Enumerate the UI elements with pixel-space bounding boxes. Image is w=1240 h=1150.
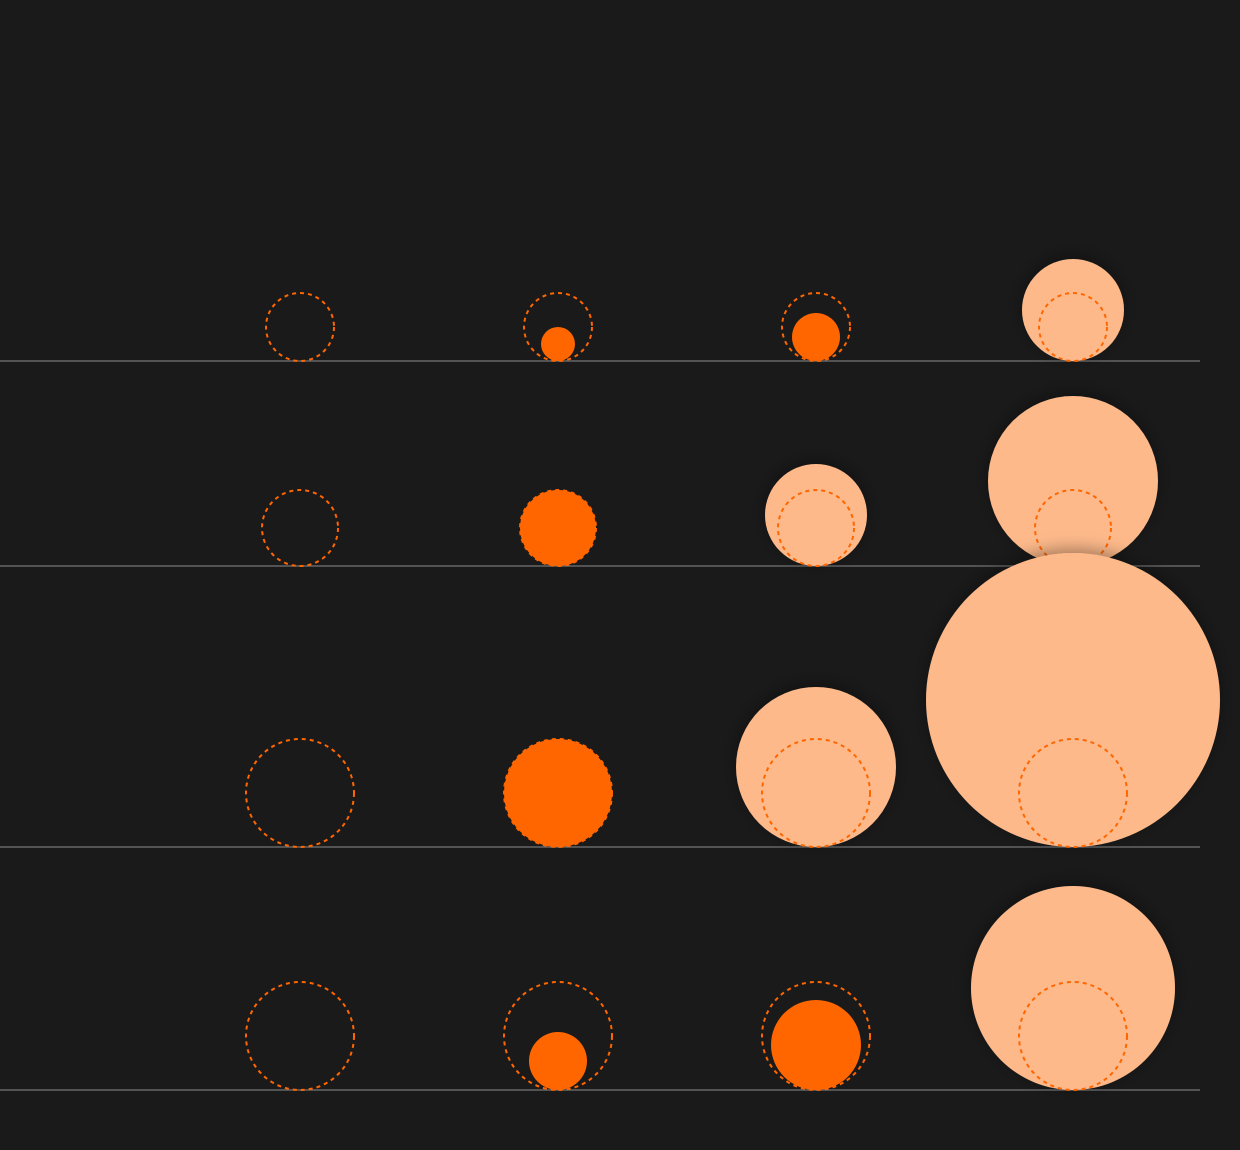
bubble — [1022, 259, 1124, 361]
bubble — [771, 1000, 861, 1090]
bubble — [926, 553, 1220, 847]
reference-circle — [261, 489, 339, 567]
reference-circle — [503, 981, 613, 1091]
reference-circle — [523, 292, 593, 362]
bubble — [765, 464, 867, 566]
reference-circle — [1038, 292, 1108, 362]
reference-circle — [777, 489, 855, 567]
bubble — [529, 1032, 587, 1090]
reference-circle — [781, 292, 851, 362]
reference-circle — [761, 981, 871, 1091]
bubble — [988, 396, 1158, 566]
reference-circle — [503, 738, 613, 848]
bubble — [541, 327, 575, 361]
reference-circle — [265, 292, 335, 362]
bubble — [971, 886, 1175, 1090]
reference-circle — [245, 981, 355, 1091]
bubble — [504, 739, 612, 847]
bubble — [792, 313, 840, 361]
reference-circle — [1018, 738, 1128, 848]
reference-circle — [519, 489, 597, 567]
reference-circle — [1018, 981, 1128, 1091]
reference-circle — [245, 738, 355, 848]
bubble — [736, 687, 896, 847]
reference-circle — [761, 738, 871, 848]
bubble — [520, 490, 596, 566]
